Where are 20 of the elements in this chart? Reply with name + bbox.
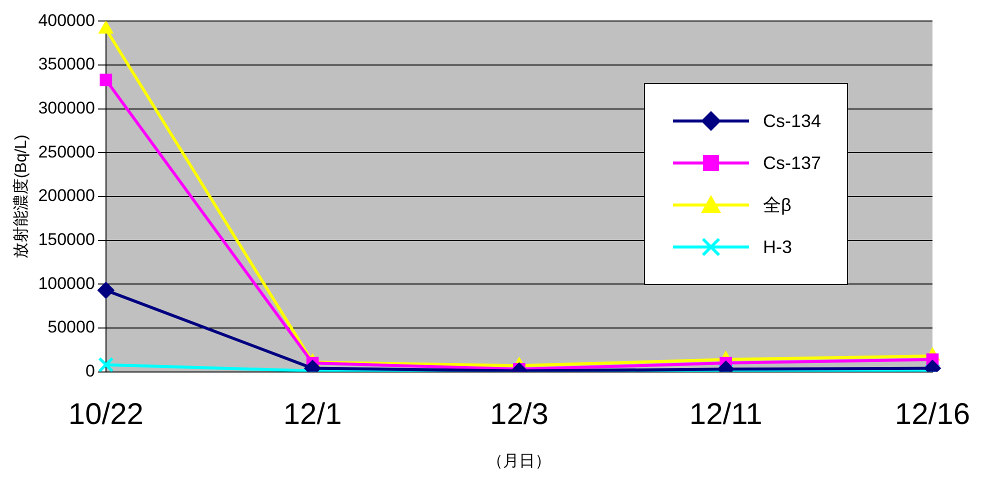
- x-tick-label: 12/1: [283, 398, 342, 432]
- y-tick-label: 200000: [38, 186, 95, 206]
- legend-label: Cs-134: [762, 110, 821, 132]
- y-tick-label: 150000: [38, 230, 95, 250]
- y-tick-label: 250000: [38, 142, 95, 162]
- x-tick-label: 12/11: [689, 398, 762, 432]
- x-tick-label: 10/22: [68, 398, 144, 432]
- y-axis-title: 放射能濃度(Bq/L): [12, 134, 30, 258]
- legend-label: 全β: [762, 194, 792, 217]
- x-axis-title: （月日）: [487, 452, 552, 470]
- y-tick-label: 0: [85, 361, 95, 380]
- y-tick-label: 350000: [38, 54, 95, 74]
- legend-label: H-3: [762, 236, 792, 258]
- y-tick-label: 300000: [38, 98, 95, 118]
- x-tick-label: 12/3: [490, 398, 548, 432]
- x-tick-label: 12/16: [894, 398, 970, 432]
- legend-label: Cs-137: [762, 152, 821, 174]
- y-tick-label: 100000: [38, 274, 95, 293]
- y-tick-label: 400000: [38, 10, 95, 30]
- y-tick-label: 50000: [48, 318, 95, 337]
